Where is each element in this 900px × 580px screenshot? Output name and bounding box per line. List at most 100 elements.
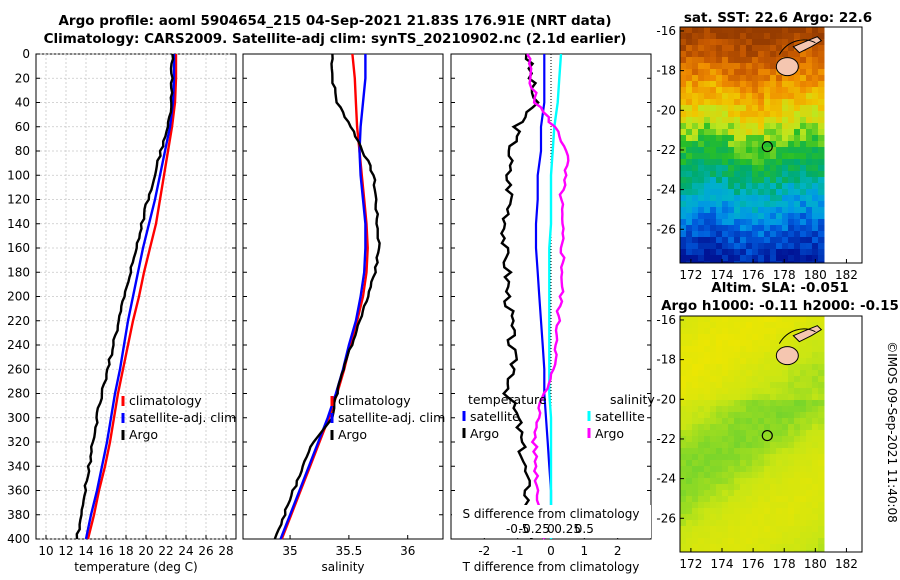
sst-map-cell: [758, 153, 765, 160]
sst-map-cell: [806, 165, 813, 172]
sst-map-cell: [806, 33, 813, 40]
sla-map-cell: [752, 532, 759, 539]
sla-map-cell: [704, 514, 711, 521]
sst-map-cell: [818, 87, 825, 94]
sst-map-cell: [704, 117, 711, 124]
sla-map-cell: [722, 340, 729, 347]
sla-map-cell: [722, 430, 729, 437]
sst-map-cell: [716, 213, 723, 220]
sst-map-cell: [794, 117, 801, 124]
sst-map-cell: [722, 141, 729, 148]
tdiff-argo-line: [499, 53, 540, 540]
sst-map-cell: [752, 93, 759, 100]
sla-map-cell: [728, 502, 735, 509]
sst-map-cell: [716, 159, 723, 166]
sst-map-cell: [782, 183, 789, 190]
x-tick-label: 35.5: [336, 544, 363, 558]
sla-map-cell: [764, 460, 771, 467]
sst-map-cell: [788, 129, 795, 136]
sla-map-cell: [680, 322, 687, 329]
sst-map-cell: [734, 249, 741, 256]
sst-map-cell: [716, 207, 723, 214]
sla-map-cell: [752, 352, 759, 359]
sla-map-cell: [800, 448, 807, 455]
temp-climatology-line: [86, 54, 178, 540]
sst-map-cell: [734, 27, 741, 34]
sst-map-cell: [758, 225, 765, 232]
sla-map-cell: [704, 466, 711, 473]
sla-map-cell: [764, 382, 771, 389]
sla-map-cell: [752, 394, 759, 401]
sst-map-cell: [806, 243, 813, 250]
sst-map-cell: [752, 183, 759, 190]
sla-map-cell: [800, 460, 807, 467]
sst-map-cell: [758, 111, 765, 118]
sst-map-cell: [728, 111, 735, 118]
sst-map-cell: [716, 87, 723, 94]
sla-map-cell: [722, 364, 729, 371]
sla-map-cell: [734, 388, 741, 395]
sla-map-cell: [788, 466, 795, 473]
sst-map-cell: [782, 45, 789, 52]
sst-map-cell: [758, 129, 765, 136]
sla-map-cell: [782, 322, 789, 329]
sla-map-cell: [770, 406, 777, 413]
sla-map-cell: [722, 436, 729, 443]
sla-map-cell: [740, 490, 747, 497]
sst-map-cell: [752, 75, 759, 82]
sla-map-cell: [710, 550, 717, 552]
sla-map-cell: [704, 478, 711, 485]
sst-map-cell: [734, 141, 741, 148]
sst-map-cell: [752, 63, 759, 70]
sst-map-cell: [740, 195, 747, 202]
sst-map-cell: [704, 237, 711, 244]
sst-map-cell: [764, 99, 771, 106]
sst-map-cell: [752, 87, 759, 94]
sst-map-cell: [746, 81, 753, 88]
sst-map-cell: [776, 237, 783, 244]
sla-map-cell: [770, 532, 777, 539]
sst-map-cell: [686, 177, 693, 184]
sla-map-cell: [686, 352, 693, 359]
sla-map-cell: [698, 424, 705, 431]
sla-map-cell: [758, 322, 765, 329]
sla-map-cell: [776, 418, 783, 425]
sla-map-cell: [794, 478, 801, 485]
sst-map-cell: [794, 141, 801, 148]
sst-map-cell: [740, 147, 747, 154]
sla-map-cell: [818, 334, 825, 341]
sst-map-cell: [776, 255, 783, 262]
sla-map-cell: [812, 358, 819, 365]
sla-map-cell: [710, 538, 717, 545]
sla-map-cell: [722, 370, 729, 377]
sla-map-cell: [728, 340, 735, 347]
sst-map-cell: [716, 33, 723, 40]
sla-map-cell: [740, 406, 747, 413]
sst-map-cell: [704, 207, 711, 214]
sst-map-argo-marker: [761, 140, 773, 153]
sla-map-cell: [734, 454, 741, 461]
sla-map-cell: [722, 508, 729, 515]
sst-map-cell: [758, 183, 765, 190]
sla-map-cell: [764, 376, 771, 383]
sla-map-cell: [698, 394, 705, 401]
sla-map-cell: [722, 502, 729, 509]
sla-map-cell: [818, 466, 825, 473]
x-axis-label-salinity: salinity: [321, 560, 364, 574]
sla-map-cell: [692, 514, 699, 521]
sst-map-cell: [794, 213, 801, 220]
sst-map-cell: [698, 45, 705, 52]
sla-map-cell: [722, 328, 729, 335]
sla-map-cell: [818, 532, 825, 539]
sla-map-cell: [800, 322, 807, 329]
sla-map-cell: [746, 388, 753, 395]
sst-map-cell: [788, 51, 795, 58]
sla-map-cell: [764, 388, 771, 395]
sla-map-cell: [800, 412, 807, 419]
sst-map-cell: [740, 81, 747, 88]
sla-map-cell: [692, 520, 699, 527]
sla-map-cell: [692, 490, 699, 497]
sst-map-cell: [692, 249, 699, 256]
sst-map-cell: [764, 213, 771, 220]
sst-map-cell: [692, 105, 699, 112]
